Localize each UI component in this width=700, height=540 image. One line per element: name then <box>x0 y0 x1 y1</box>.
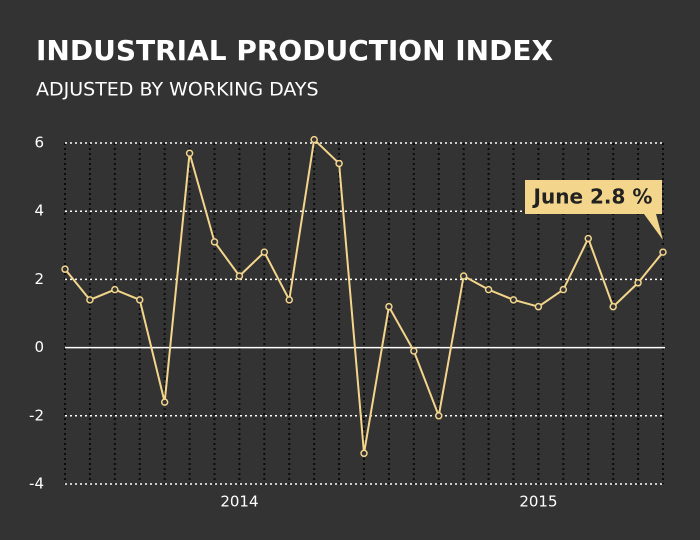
data-point <box>185 149 194 157</box>
y-tick-label: 4 <box>34 202 44 220</box>
data-point <box>659 248 667 256</box>
data-point <box>385 302 393 311</box>
x-tick-label: 2014 <box>220 493 258 511</box>
y-tick-label: 0 <box>34 338 44 356</box>
data-point <box>310 135 318 144</box>
data-point <box>435 412 443 420</box>
data-point <box>136 296 144 304</box>
chart-subtitle: ADJUSTED BY WORKING DAYS <box>36 79 319 101</box>
data-point <box>609 302 617 311</box>
data-point <box>559 285 568 294</box>
y-tick-label: 2 <box>34 270 44 288</box>
data-point <box>335 159 343 168</box>
data-point <box>160 398 169 406</box>
data-point <box>584 234 592 243</box>
data-point <box>260 248 269 256</box>
x-tick-label: 2015 <box>519 493 557 511</box>
annotation-box <box>525 180 663 241</box>
data-point <box>484 285 493 294</box>
y-tick-label: -4 <box>29 475 44 493</box>
y-tick-label: -2 <box>29 406 44 424</box>
y-tick-label: 6 <box>34 134 44 152</box>
data-point <box>634 279 642 287</box>
data-point <box>285 296 293 304</box>
data-point <box>509 296 518 304</box>
annotation: June 2.8 % <box>525 180 663 241</box>
data-point <box>61 265 69 273</box>
data-point <box>534 302 543 311</box>
chart-title: INDUSTRIAL PRODUCTION INDEX <box>36 34 553 67</box>
data-point <box>410 347 418 355</box>
data-point <box>235 272 244 280</box>
data-point <box>360 449 368 458</box>
data-point <box>86 296 94 304</box>
data-point <box>111 285 119 294</box>
data-point <box>210 238 219 246</box>
annotation-text: June 2.8 % <box>532 185 653 209</box>
data-point <box>459 272 468 280</box>
